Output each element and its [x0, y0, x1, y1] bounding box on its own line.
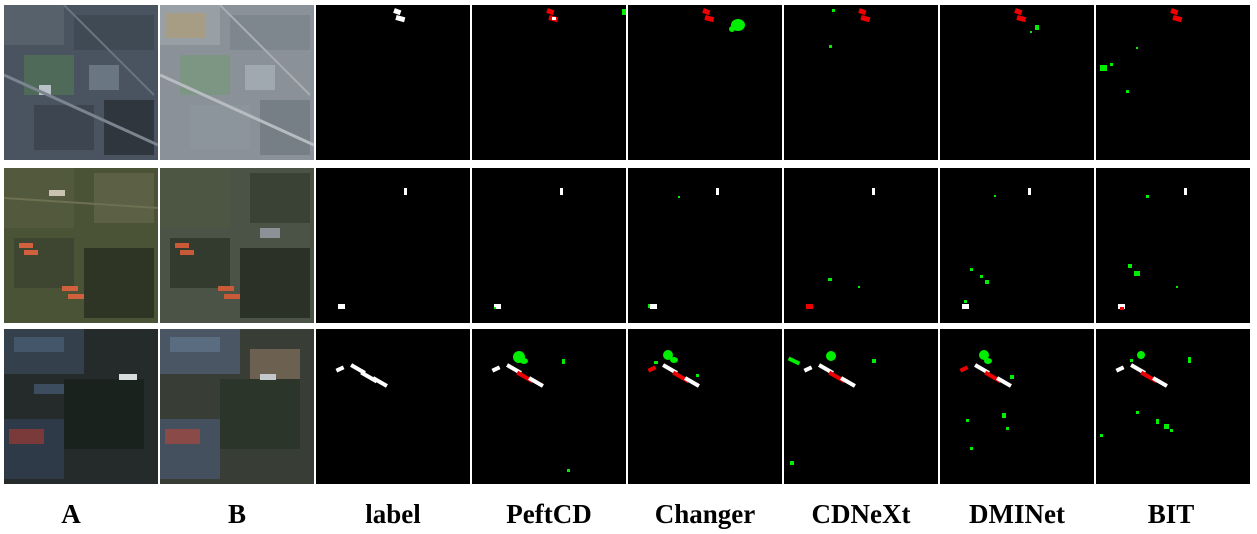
comparison-row-1 [4, 5, 1253, 160]
caption-changer: Changer [654, 499, 756, 529]
mask-changer-row-2 [628, 168, 782, 323]
mask-dminet-row-1 [940, 5, 1094, 160]
mask-peftcd-row-3 [472, 329, 626, 484]
mask-peftcd-row-2 [472, 168, 626, 323]
mask-dminet-row-2 [940, 168, 1094, 323]
mask-bit-row-3 [1096, 329, 1250, 484]
image-b-row-1 [160, 5, 314, 160]
mask-bit-row-2 [1096, 168, 1250, 323]
caption-peftcd: PeftCD [506, 499, 592, 529]
image-a-row-1 [4, 5, 158, 160]
mask-label-row-2 [316, 168, 470, 323]
comparison-row-3 [4, 329, 1253, 484]
caption-a: A [61, 499, 81, 529]
mask-cdnext-row-1 [784, 5, 938, 160]
image-a-row-2 [4, 168, 158, 323]
image-b-row-3 [160, 329, 314, 484]
mask-label-row-1 [316, 5, 470, 160]
caption-b: B [227, 499, 246, 529]
caption-dminet: DMINet [969, 499, 1065, 529]
mask-cdnext-row-2 [784, 168, 938, 323]
mask-changer-row-3 [628, 329, 782, 484]
mask-label-row-3 [316, 329, 470, 484]
mask-changer-row-1 [628, 5, 782, 160]
image-a-row-3 [4, 329, 158, 484]
mask-cdnext-row-3 [784, 329, 938, 484]
caption-bit: BIT [1147, 499, 1195, 529]
caption-label: label [365, 499, 421, 529]
comparison-grid [4, 5, 1253, 484]
image-b-row-2 [160, 168, 314, 323]
comparison-row-2 [4, 168, 1253, 323]
mask-dminet-row-3 [940, 329, 1094, 484]
mask-peftcd-row-1 [472, 5, 626, 160]
caption-cdnext: CDNeXt [811, 499, 911, 529]
column-captions: A B label PeftCD Changer CDNeXt DMINet B… [0, 494, 1257, 534]
mask-bit-row-1 [1096, 5, 1250, 160]
